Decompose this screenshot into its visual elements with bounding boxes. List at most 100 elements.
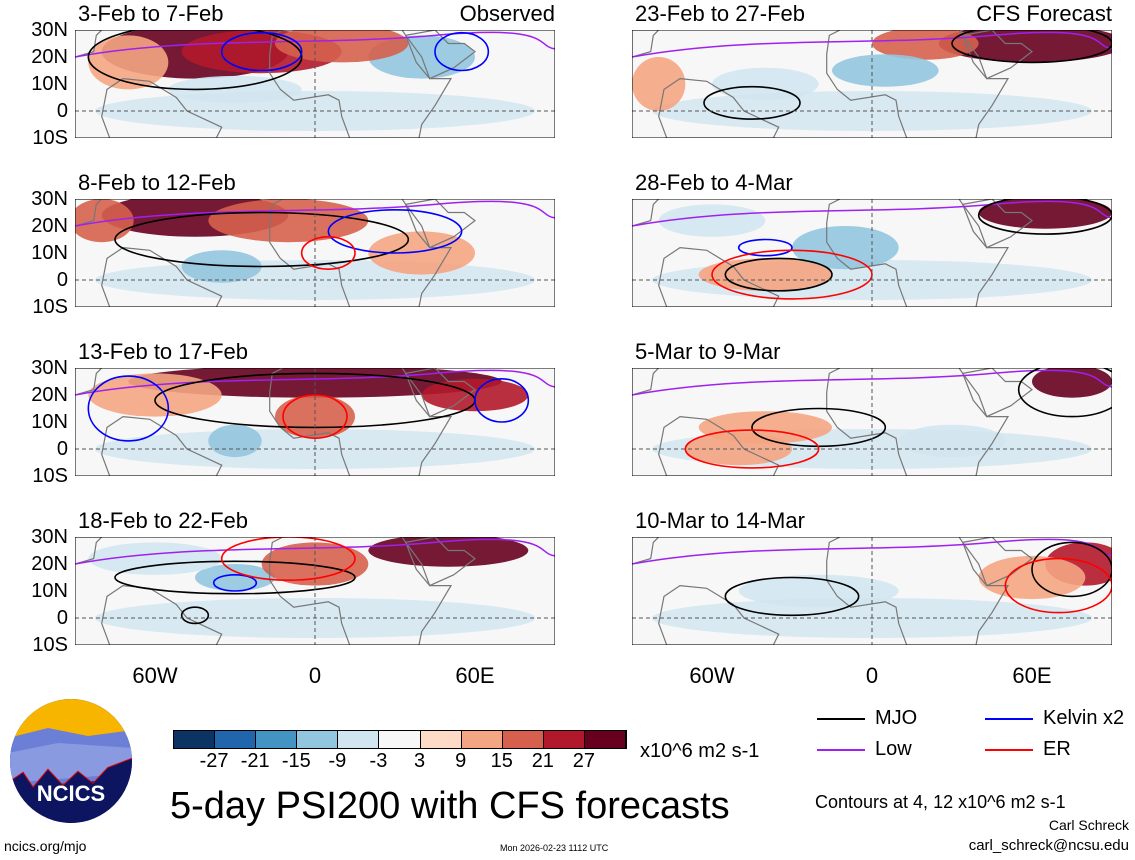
legend-item: Kelvin x2 — [985, 707, 1124, 730]
low-contour — [75, 31, 555, 58]
colorbar — [173, 730, 627, 749]
contour — [724, 576, 860, 617]
lat-label: 0 — [56, 269, 68, 291]
lon-label: 0 — [865, 663, 879, 688]
panel-title: 18-Feb to 22-Feb — [78, 508, 248, 533]
coastline — [826, 537, 1010, 645]
panel-title: 23-Feb to 27-Feb — [635, 1, 805, 26]
contour — [220, 537, 356, 581]
legend-swatch — [817, 717, 865, 720]
coastline — [826, 199, 1010, 307]
colorbar-swatch — [256, 731, 298, 748]
anomaly-blob — [181, 250, 262, 283]
panel-tag: Observed — [459, 1, 555, 26]
coastline — [658, 584, 780, 645]
contour — [724, 257, 833, 292]
panel-title: 10-Mar to 14-Mar — [635, 508, 805, 533]
contour — [300, 235, 356, 271]
coastline — [632, 537, 660, 565]
contours-note: Contours at 4, 12 x10^6 m2 s-1 — [815, 792, 1066, 812]
contour — [1017, 368, 1112, 418]
lat-label: 10S — [32, 465, 68, 487]
colorbar-units: x10^6 m2 s-1 — [640, 740, 760, 762]
legend-item: Low — [817, 738, 912, 761]
anomaly-blob — [832, 54, 939, 87]
lat-label: 10N — [31, 73, 68, 95]
anomaly-blob — [632, 57, 686, 111]
coastline — [101, 415, 223, 476]
coastline — [101, 246, 223, 307]
coastline — [75, 537, 103, 565]
low-contour — [75, 369, 555, 396]
low-contour — [75, 538, 555, 565]
lat-label: 0 — [56, 607, 68, 629]
lon-label: 0 — [308, 663, 322, 688]
legend-label: ER — [1043, 738, 1071, 760]
anomaly-blob — [208, 424, 262, 458]
lat-label: 10S — [32, 296, 68, 318]
lat-label: 30N — [31, 526, 68, 548]
lat-label: 10N — [31, 242, 68, 264]
anomaly-blob — [898, 424, 1006, 458]
contour — [711, 249, 873, 300]
lat-label: 20N — [31, 46, 68, 68]
lon-label: 60W — [689, 663, 735, 688]
colorbar-swatch — [420, 731, 462, 748]
colorbar-swatch — [502, 731, 544, 748]
contour — [951, 30, 1112, 64]
legend-label: MJO — [875, 707, 918, 729]
panel-title: 28-Feb to 4-Mar — [635, 170, 793, 195]
colorbar-swatch — [215, 731, 257, 748]
coastline — [75, 368, 103, 396]
colorbar-swatch — [543, 731, 585, 748]
panel-title: 13-Feb to 17-Feb — [78, 339, 248, 364]
lat-label: 20N — [31, 215, 68, 237]
lon-label: 60W — [132, 663, 178, 688]
contour — [684, 429, 820, 469]
contour — [327, 209, 463, 254]
figure-title: 5-day PSI200 with CFS forecasts — [170, 785, 730, 827]
contour — [703, 85, 801, 120]
contour — [114, 211, 410, 268]
legend-swatch — [985, 748, 1033, 751]
colorbar-swatch — [297, 731, 339, 748]
map-panel — [632, 368, 1112, 476]
map-panel — [75, 30, 555, 138]
map-panel — [632, 30, 1112, 138]
panel-title: 5-Mar to 9-Mar — [635, 339, 781, 364]
colorbar-label: 21 — [531, 750, 554, 772]
legend-label: Kelvin x2 — [1043, 707, 1125, 729]
map-panel — [75, 537, 555, 645]
colorbar-label: 9 — [455, 750, 467, 772]
anomaly-blob — [368, 231, 475, 275]
lat-label: 10S — [32, 634, 68, 656]
contour — [737, 238, 793, 257]
contour — [87, 375, 170, 442]
website-link[interactable]: ncics.org/mjo — [4, 838, 87, 854]
anomaly-blob — [658, 204, 766, 237]
anomaly-blob — [261, 542, 369, 586]
colorbar-label: 15 — [490, 750, 513, 772]
anomaly-blob — [88, 542, 222, 575]
lat-label: 10N — [31, 411, 68, 433]
panel-tag: CFS Forecast — [976, 1, 1112, 26]
legend-swatch — [985, 717, 1033, 720]
legend-item: MJO — [817, 707, 917, 730]
ncics-logo: NCICS — [8, 698, 134, 824]
coastline — [658, 415, 780, 476]
panel-title: 3-Feb to 7-Feb — [78, 1, 224, 26]
colorbar-swatch — [338, 731, 380, 748]
anomaly-blob — [195, 564, 275, 591]
coastline — [269, 368, 453, 476]
email: carl_schreck@ncsu.edu — [968, 837, 1129, 854]
coastline — [75, 30, 103, 58]
colorbar-swatch — [174, 731, 216, 748]
low-contour — [632, 369, 1112, 396]
lon-label: 60E — [455, 663, 495, 688]
anomaly-blob — [698, 258, 832, 291]
lat-label: 10S — [32, 127, 68, 149]
map-panel — [632, 537, 1112, 645]
anomaly-blob — [168, 75, 302, 103]
lat-label: 30N — [31, 19, 68, 41]
anomaly-blob — [978, 199, 1112, 229]
